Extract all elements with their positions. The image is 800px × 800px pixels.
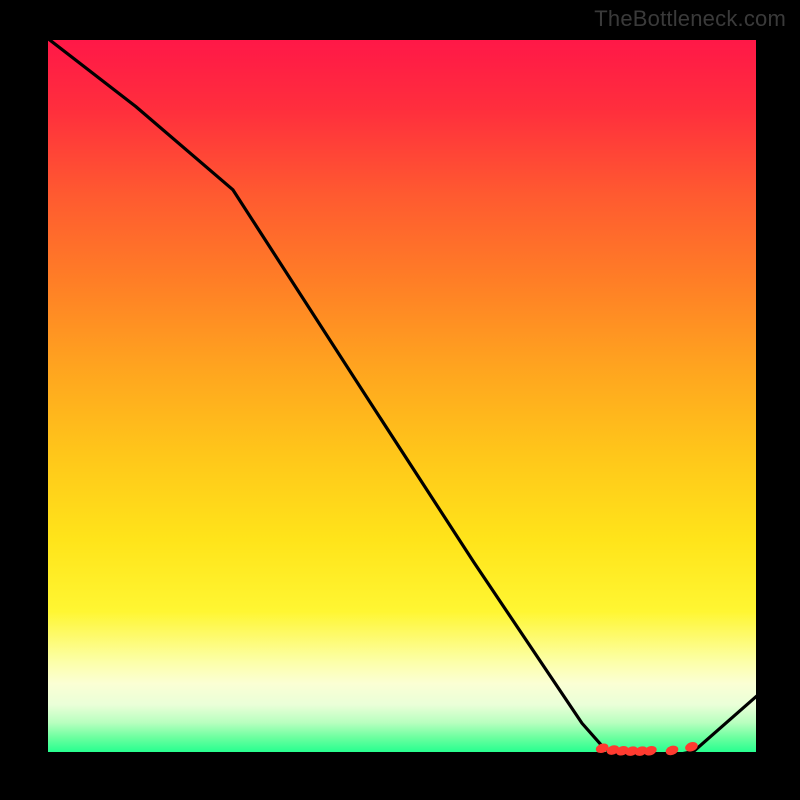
- chart-background: [45, 37, 759, 755]
- viewport: TheBottleneck.com: [0, 0, 800, 800]
- chart-plot-area: [42, 34, 762, 758]
- watermark-text: TheBottleneck.com: [594, 6, 786, 32]
- chart-svg: [42, 34, 762, 758]
